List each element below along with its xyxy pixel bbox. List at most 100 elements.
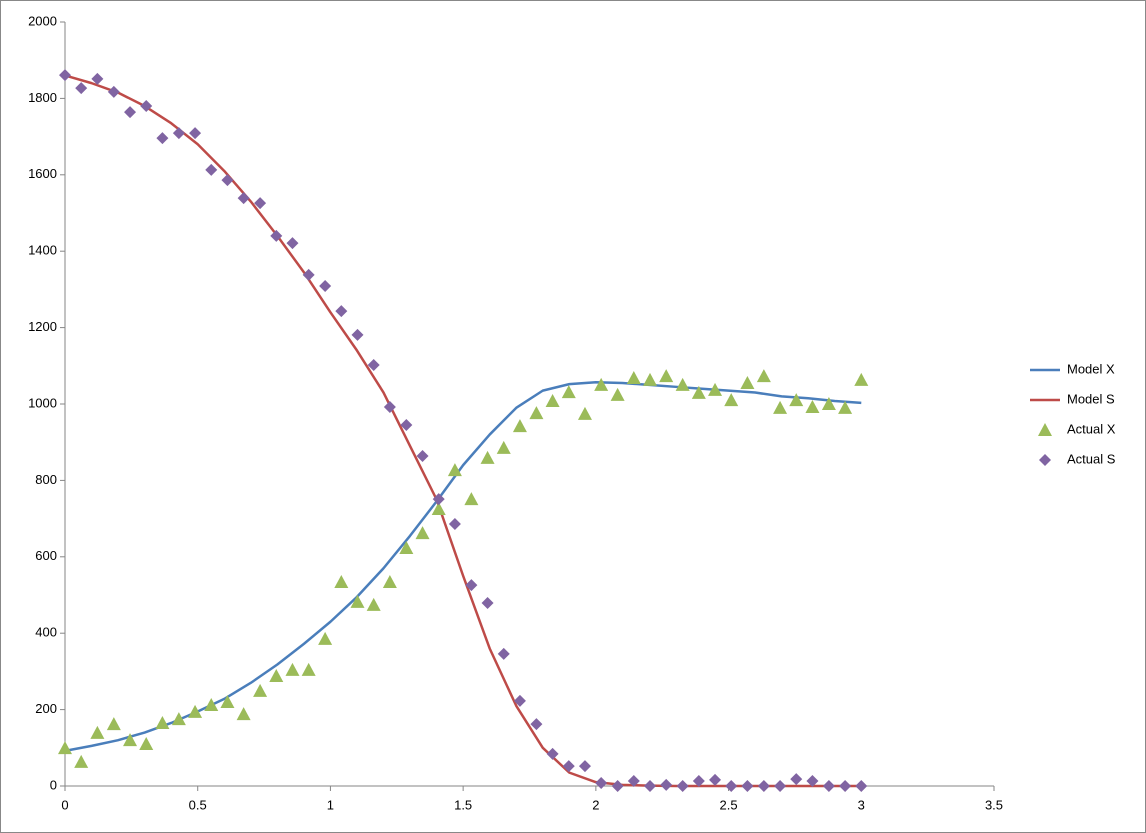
data-point <box>675 377 690 391</box>
y-tick-label: 1200 <box>28 319 57 334</box>
data-point <box>676 780 689 792</box>
data-point <box>561 385 576 399</box>
data-point <box>708 382 723 396</box>
x-tick-label: 0.5 <box>189 797 207 812</box>
data-point <box>822 780 835 792</box>
data-point <box>578 760 591 773</box>
data-point <box>74 754 89 768</box>
data-point <box>366 597 381 611</box>
x-tick-label: 2.5 <box>720 797 738 812</box>
data-point <box>367 359 380 372</box>
y-tick-label: 200 <box>35 701 57 716</box>
y-tick-label: 800 <box>35 472 57 487</box>
y-tick-label: 2000 <box>28 13 57 28</box>
data-point <box>400 419 413 432</box>
data-point <box>302 268 315 281</box>
data-point <box>59 69 71 82</box>
data-point <box>497 647 510 660</box>
data-point <box>189 127 202 140</box>
data-point <box>448 517 461 530</box>
x-tick-label: 2 <box>592 797 599 812</box>
data-point <box>270 229 283 242</box>
data-point <box>172 127 185 140</box>
data-point <box>626 371 641 385</box>
legend-swatch <box>1039 454 1051 466</box>
data-point <box>237 192 250 205</box>
data-point <box>221 174 234 187</box>
data-point <box>91 72 104 85</box>
data-point <box>351 328 364 341</box>
data-point <box>692 775 705 788</box>
data-point <box>562 760 575 773</box>
data-point <box>350 594 365 608</box>
data-point <box>659 369 674 383</box>
data-point <box>740 375 755 389</box>
data-point <box>855 780 868 792</box>
x-tick-label: 3 <box>858 797 865 812</box>
data-point <box>188 704 203 718</box>
data-point <box>285 662 300 676</box>
data-point <box>529 406 544 420</box>
data-point <box>513 694 526 707</box>
data-point <box>805 400 820 414</box>
data-point <box>254 197 267 210</box>
data-point <box>124 106 137 119</box>
data-point <box>464 492 479 506</box>
data-point <box>530 718 543 731</box>
data-point <box>301 662 316 676</box>
data-point <box>58 741 72 755</box>
data-point <box>415 526 430 540</box>
data-point <box>383 401 396 414</box>
data-point <box>156 132 169 145</box>
legend-label: Actual X <box>1067 421 1116 436</box>
data-point <box>399 541 414 555</box>
data-point <box>790 773 803 786</box>
data-point <box>611 780 624 792</box>
data-point <box>709 773 722 786</box>
data-point <box>253 683 268 697</box>
legend-label: Actual S <box>1067 451 1116 466</box>
data-point <box>171 712 186 726</box>
data-point <box>155 715 170 729</box>
data-point <box>806 775 819 788</box>
data-point <box>724 393 739 407</box>
data-point <box>610 387 625 401</box>
data-point <box>838 400 853 414</box>
data-point <box>789 393 804 407</box>
data-point <box>431 502 446 516</box>
data-point <box>774 780 787 792</box>
data-point <box>286 237 299 250</box>
data-point <box>481 597 494 610</box>
data-point <box>382 575 397 589</box>
data-point <box>140 100 153 113</box>
data-point <box>107 85 120 98</box>
data-point <box>90 725 105 739</box>
y-tick-label: 1000 <box>28 395 57 410</box>
data-point <box>821 397 836 410</box>
data-point <box>545 393 560 407</box>
x-tick-label: 1.5 <box>454 797 472 812</box>
data-point <box>757 780 770 792</box>
y-tick-label: 600 <box>35 548 57 563</box>
x-tick-label: 1 <box>327 797 334 812</box>
data-point <box>480 450 495 464</box>
data-point <box>643 372 658 386</box>
data-point <box>512 419 527 433</box>
data-point <box>691 385 706 399</box>
data-point <box>577 406 592 420</box>
data-point <box>741 780 754 792</box>
y-tick-label: 1800 <box>28 90 57 105</box>
data-point <box>660 778 673 791</box>
data-point <box>496 440 511 454</box>
data-point <box>123 733 138 747</box>
data-point <box>644 780 657 792</box>
data-point <box>465 579 478 592</box>
data-point <box>106 717 121 731</box>
data-point <box>319 279 332 292</box>
data-point <box>75 82 88 95</box>
y-tick-label: 1400 <box>28 243 57 258</box>
data-point <box>205 163 218 176</box>
data-point <box>416 449 429 462</box>
